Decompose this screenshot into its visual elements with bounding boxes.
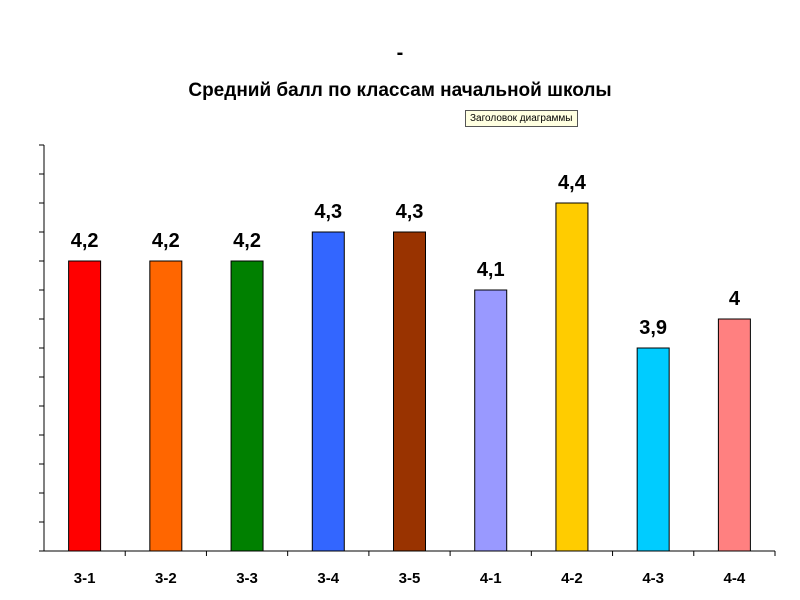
category-label-4-3: 4-3 [642,570,664,587]
data-label-4-4: 4 [729,288,741,310]
bar-4-4[interactable] [717,318,751,552]
data-label-4-3: 3,9 [639,317,667,339]
chart-category-labels: 3-1 3-2 3-3 3-4 3-5 4-1 4-2 4-3 4-4 [74,570,746,587]
data-label-4-2: 4,4 [558,172,587,194]
bar-3-3[interactable] [230,260,264,552]
chart-title[interactable]: Средний балл по классам начальной школы [188,80,612,101]
bar-3-2[interactable] [149,260,183,552]
category-label-4-1: 4-1 [480,570,502,587]
bar-3-5[interactable] [393,231,426,552]
category-label-3-2: 3-2 [155,570,177,587]
category-label-3-4: 3-4 [317,570,339,587]
category-label-3-3: 3-3 [236,570,258,587]
chart-title-tooltip: Заголовок диаграммы [465,110,578,127]
bar-4-2[interactable] [555,202,589,552]
data-label-3-3: 4,2 [233,230,261,252]
bar-3-4[interactable] [311,231,345,552]
chart-data-labels: 4,2 4,2 4,2 4,3 4,3 4,1 4,4 3,9 4 [71,172,741,339]
data-label-3-2: 4,2 [152,230,180,252]
chart-title-dash: - [396,42,404,64]
category-label-3-1: 3-1 [74,570,96,587]
data-label-4-1: 4,1 [477,259,505,281]
category-label-3-5: 3-5 [399,570,421,587]
data-label-3-1: 4,2 [71,230,99,252]
data-label-3-4: 4,3 [314,201,342,223]
bar-4-1[interactable] [474,289,508,552]
category-label-4-2: 4-2 [561,570,583,587]
bar-4-3[interactable] [636,347,670,552]
category-label-4-4: 4-4 [724,570,746,587]
bar-3-1[interactable] [68,260,102,552]
data-label-3-5: 4,3 [396,201,424,223]
chart-bars [68,202,751,552]
